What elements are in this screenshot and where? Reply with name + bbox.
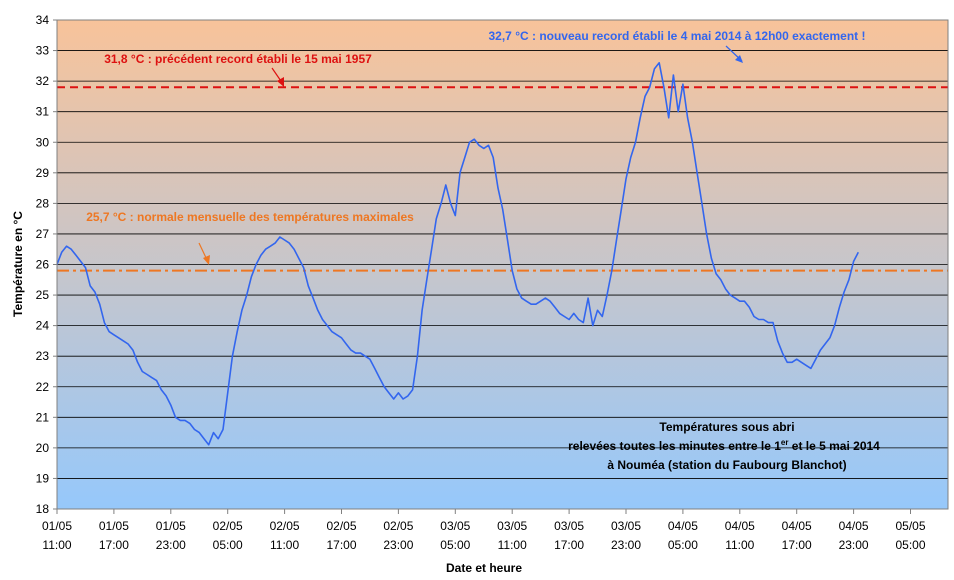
x-tick-label-date: 04/05	[668, 519, 698, 533]
temperature-series-line	[56, 61, 860, 446]
x-tick-label-date: 01/05	[156, 519, 186, 533]
x-tick-label-date: 02/05	[270, 519, 300, 533]
arrow-new-record-head	[735, 55, 743, 63]
x-tick-label-time: 11:00	[270, 538, 299, 552]
y-tick-labels: 18 19 20 21 22 23 24 25 26 27 28 29 30 31 32 33 34	[36, 13, 57, 516]
info-line-1: Températures sous abri	[659, 420, 794, 434]
x-tick-label-time: 05:00	[895, 538, 925, 552]
x-tick-label-time: 23:00	[383, 538, 413, 552]
x-tick-labels: 01/05 11:00 01/05 17:00 01/05 23:00 02/05 05:00…	[42, 509, 926, 552]
y-tick-label: 20	[36, 441, 50, 455]
arrow-normal-head	[203, 255, 210, 265]
y-tick-label: 21	[36, 410, 50, 424]
arrow-previous-record-head	[277, 77, 284, 87]
y-tick-label: 33	[36, 44, 50, 58]
x-tick-label-date: 02/05	[213, 519, 243, 533]
x-tick-label-date: 04/05	[839, 519, 869, 533]
info-line-2-sup: er	[781, 438, 789, 447]
y-tick-label: 23	[36, 349, 50, 363]
y-tick-label: 32	[36, 74, 50, 88]
y-tick-label: 26	[36, 258, 50, 272]
x-tick-label-date: 01/05	[42, 519, 72, 533]
x-tick-label-time: 11:00	[498, 538, 527, 552]
x-tick-label-date: 04/05	[782, 519, 812, 533]
x-tick-label-time: 11:00	[42, 538, 71, 552]
info-line-3: à Nouméa (station du Faubourg Blanchot)	[607, 458, 846, 472]
reference-lines	[57, 86, 948, 272]
info-line-2: relevées toutes les minutes entre le 1er…	[568, 438, 880, 453]
x-tick-label-time: 17:00	[782, 538, 812, 552]
series-group	[56, 61, 860, 446]
y-tick-label: 31	[36, 105, 50, 119]
x-tick-label-date: 01/05	[99, 519, 129, 533]
info-line-2-pre: relevées toutes les minutes entre le 1	[568, 439, 781, 453]
x-tick-label-time: 23:00	[611, 538, 641, 552]
info-box: Températures sous abri relevées toutes l…	[568, 420, 880, 472]
annotation-arrows	[198, 45, 743, 265]
x-tick-label-date: 02/05	[383, 519, 413, 533]
x-tick-label-date: 03/05	[497, 519, 527, 533]
x-tick-label-time: 05:00	[440, 538, 470, 552]
y-tick-label: 19	[36, 471, 50, 485]
x-tick-label-date: 03/05	[440, 519, 470, 533]
annotation-new-record: 32,7 °C : nouveau record établi le 4 mai…	[489, 29, 866, 43]
info-line-2-post: et le 5 mai 2014	[788, 439, 880, 453]
x-tick-label-time: 05:00	[668, 538, 698, 552]
y-tick-label: 18	[36, 502, 50, 516]
x-tick-label-time: 05:00	[213, 538, 243, 552]
y-tick-label: 27	[36, 227, 50, 241]
grid-lines	[57, 50, 948, 479]
x-tick-label-time: 17:00	[99, 538, 129, 552]
x-axis-title: Date et heure	[446, 561, 522, 575]
y-tick-label: 34	[36, 13, 50, 27]
y-tick-label: 29	[36, 166, 50, 180]
y-tick-label: 22	[36, 380, 50, 394]
y-tick-label: 24	[36, 319, 50, 333]
y-tick-label: 30	[36, 135, 50, 149]
x-tick-label-date: 02/05	[326, 519, 356, 533]
y-tick-label: 28	[36, 196, 50, 210]
annotation-previous-record: 31,8 °C : précédent record établi le 15 …	[104, 52, 372, 66]
x-tick-label-time: 17:00	[326, 538, 356, 552]
y-axis-title: Température en °C	[11, 211, 25, 317]
annotation-monthly-normal: 25,7 °C : normale mensuelle des températ…	[86, 210, 414, 224]
x-tick-label-time: 17:00	[554, 538, 584, 552]
x-tick-label-date: 03/05	[554, 519, 584, 533]
x-tick-label-date: 05/05	[895, 519, 925, 533]
x-tick-label-time: 23:00	[156, 538, 186, 552]
x-tick-label-time: 11:00	[725, 538, 754, 552]
y-tick-label: 25	[36, 288, 50, 302]
x-tick-label-date: 03/05	[611, 519, 641, 533]
x-tick-label-time: 23:00	[839, 538, 869, 552]
x-tick-label-date: 04/05	[725, 519, 755, 533]
